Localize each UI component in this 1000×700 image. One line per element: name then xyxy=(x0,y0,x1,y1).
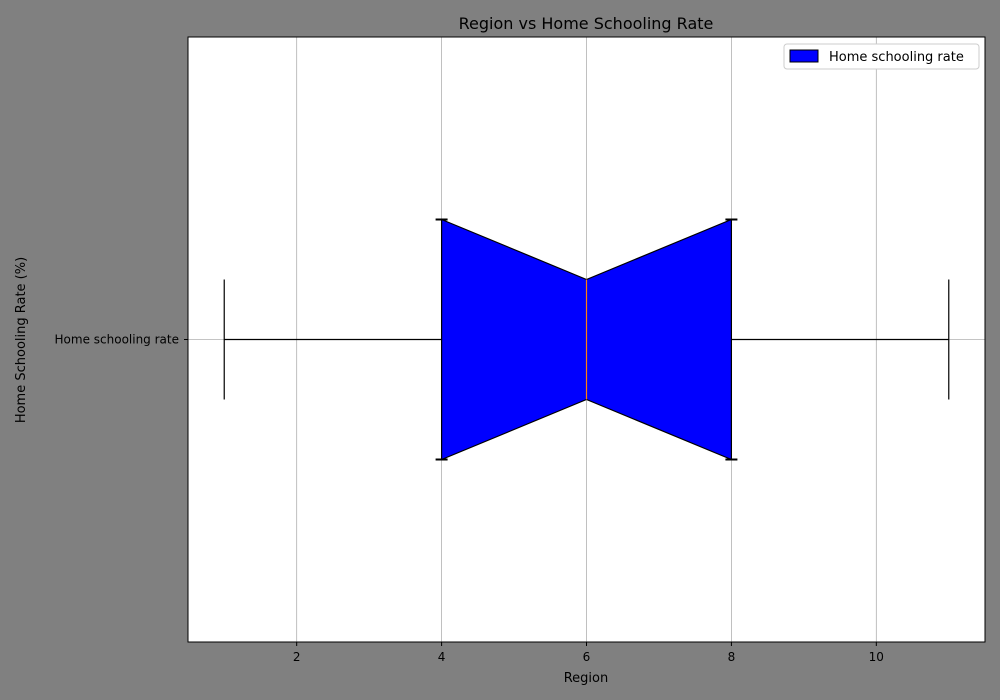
y-axis-label: Home Schooling Rate (%) xyxy=(14,257,29,423)
legend-swatch xyxy=(789,49,819,63)
x-axis-label: Region xyxy=(564,671,609,686)
x-axis-ticks: 2 4 6 8 10 xyxy=(293,642,884,664)
x-tick-label: 4 xyxy=(438,650,446,664)
legend: Home schooling rate xyxy=(783,43,980,70)
x-tick-label: 10 xyxy=(869,650,884,664)
x-tick-label: 2 xyxy=(293,650,301,664)
box-plot-elements xyxy=(223,218,950,461)
chart-title: Region vs Home Schooling Rate xyxy=(459,14,714,33)
y-axis-ticks: Home schooling rate xyxy=(55,333,188,347)
y-tick-label: Home schooling rate xyxy=(55,333,179,347)
legend-label: Home schooling rate xyxy=(829,50,964,65)
legend-frame xyxy=(783,43,980,70)
x-tick-label: 8 xyxy=(728,650,736,664)
x-tick-label: 6 xyxy=(583,650,591,664)
